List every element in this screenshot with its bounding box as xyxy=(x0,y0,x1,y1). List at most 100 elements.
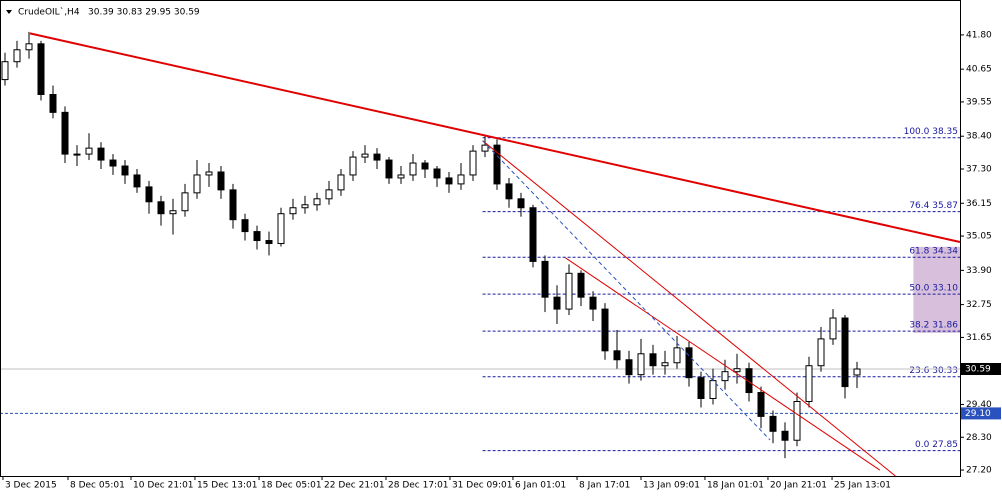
candle-body xyxy=(409,162,417,176)
candle-body xyxy=(97,147,105,161)
candle-body xyxy=(505,183,513,200)
candle-body xyxy=(805,365,813,402)
candle-body xyxy=(217,171,225,191)
candle-body xyxy=(373,153,381,161)
candle-body xyxy=(793,400,801,441)
candle-body xyxy=(397,174,405,179)
candle-body xyxy=(109,159,117,167)
y-tick-label: 29.40 xyxy=(966,400,992,410)
candle-body xyxy=(133,174,141,188)
chart-title: CrudeOIL`,H4 xyxy=(18,7,80,18)
menu-arrow[interactable] xyxy=(6,10,12,14)
x-tick-label: 25 Jan 13:01 xyxy=(834,481,891,491)
candle-body xyxy=(181,192,189,212)
candle-body xyxy=(541,260,549,298)
candle-body xyxy=(193,174,201,194)
candle-body xyxy=(25,43,33,51)
candle-body xyxy=(73,153,81,156)
fib-label: 61.8 34.34 xyxy=(909,247,958,257)
candle-body xyxy=(157,201,165,215)
candle-body xyxy=(745,368,753,394)
x-tick-label: 15 Dec 13:01 xyxy=(197,481,258,491)
candle-body xyxy=(277,213,285,245)
trendline xyxy=(565,257,881,471)
x-tick-label: 10 Dec 21:01 xyxy=(133,481,194,491)
candle-body xyxy=(685,347,693,379)
candle-body xyxy=(37,43,45,95)
y-tick-label: 39.55 xyxy=(966,97,992,107)
x-tick-label: 8 Dec 05:01 xyxy=(70,481,125,491)
candle-body xyxy=(733,368,741,373)
x-tick-label: 18 Dec 05:01 xyxy=(261,481,322,491)
candle-body xyxy=(205,171,213,176)
candle-body xyxy=(349,156,357,176)
x-tick-label: 3 Dec 2015 xyxy=(5,481,57,491)
candle-body xyxy=(325,189,333,200)
candle-body xyxy=(385,159,393,179)
y-tick-label: 41.80 xyxy=(966,30,992,40)
price-box-label: 30.59 xyxy=(965,364,991,374)
candle-body xyxy=(253,231,261,242)
x-tick-label: 20 Jan 21:01 xyxy=(770,481,827,491)
candle-body xyxy=(529,207,537,262)
candle-body xyxy=(589,296,597,310)
fib-zone xyxy=(913,246,960,333)
candle-body xyxy=(433,168,441,179)
candle-body xyxy=(673,347,681,364)
candle-body xyxy=(769,415,777,432)
candle-body xyxy=(517,198,525,209)
candle-body xyxy=(61,111,69,155)
candle-body xyxy=(781,430,789,441)
candle-body xyxy=(697,377,705,400)
fib-label: 38.2 31.86 xyxy=(909,321,958,331)
y-tick-label: 37.30 xyxy=(966,164,992,174)
x-tick-label: 13 Jan 09:01 xyxy=(643,481,700,491)
candle-body xyxy=(1,61,9,81)
candle-body xyxy=(337,174,345,191)
candle-body xyxy=(457,174,465,185)
candle-body xyxy=(445,177,453,185)
candle-body xyxy=(229,189,237,221)
candle-body xyxy=(421,162,429,170)
candle-body xyxy=(241,219,249,233)
candle-body xyxy=(613,350,621,361)
candle-body xyxy=(841,317,849,388)
fib-label: 23.6 30.33 xyxy=(909,366,958,376)
candle-body xyxy=(553,296,561,310)
candle-body xyxy=(817,338,825,367)
y-tick-label: 36.15 xyxy=(966,199,992,209)
y-tick-label: 38.40 xyxy=(966,132,992,142)
candle-body xyxy=(637,353,645,376)
trendline xyxy=(482,140,896,477)
candle-body xyxy=(565,272,573,310)
trendline xyxy=(482,140,771,441)
fib-label: 100.0 38.35 xyxy=(904,127,958,137)
y-tick-label: 40.65 xyxy=(966,65,992,75)
price-box xyxy=(961,362,1001,375)
candle-body xyxy=(313,198,321,206)
y-tick-label: 28.30 xyxy=(966,433,992,443)
candle-body xyxy=(265,240,273,245)
x-tick-label: 6 Jan 01:01 xyxy=(515,481,566,491)
candle-body xyxy=(289,207,297,215)
candle-body xyxy=(301,204,309,209)
candle-body xyxy=(481,144,489,152)
x-tick-label: 31 Dec 09:01 xyxy=(452,481,513,491)
y-tick-label: 31.65 xyxy=(966,333,992,343)
axis-panel-bottom xyxy=(0,476,1002,496)
candle-body xyxy=(721,371,729,382)
candle-body xyxy=(577,272,585,298)
plot-frame xyxy=(0,0,961,477)
candle-body xyxy=(145,186,153,203)
candle-body xyxy=(601,308,609,352)
candle-body xyxy=(85,147,93,155)
candle-body xyxy=(757,392,765,417)
y-tick-label: 27.20 xyxy=(966,466,992,476)
x-tick-label: 8 Jan 17:01 xyxy=(579,481,630,491)
y-tick-label: 32.75 xyxy=(966,300,992,310)
x-tick-label: 22 Dec 21:01 xyxy=(324,481,385,491)
